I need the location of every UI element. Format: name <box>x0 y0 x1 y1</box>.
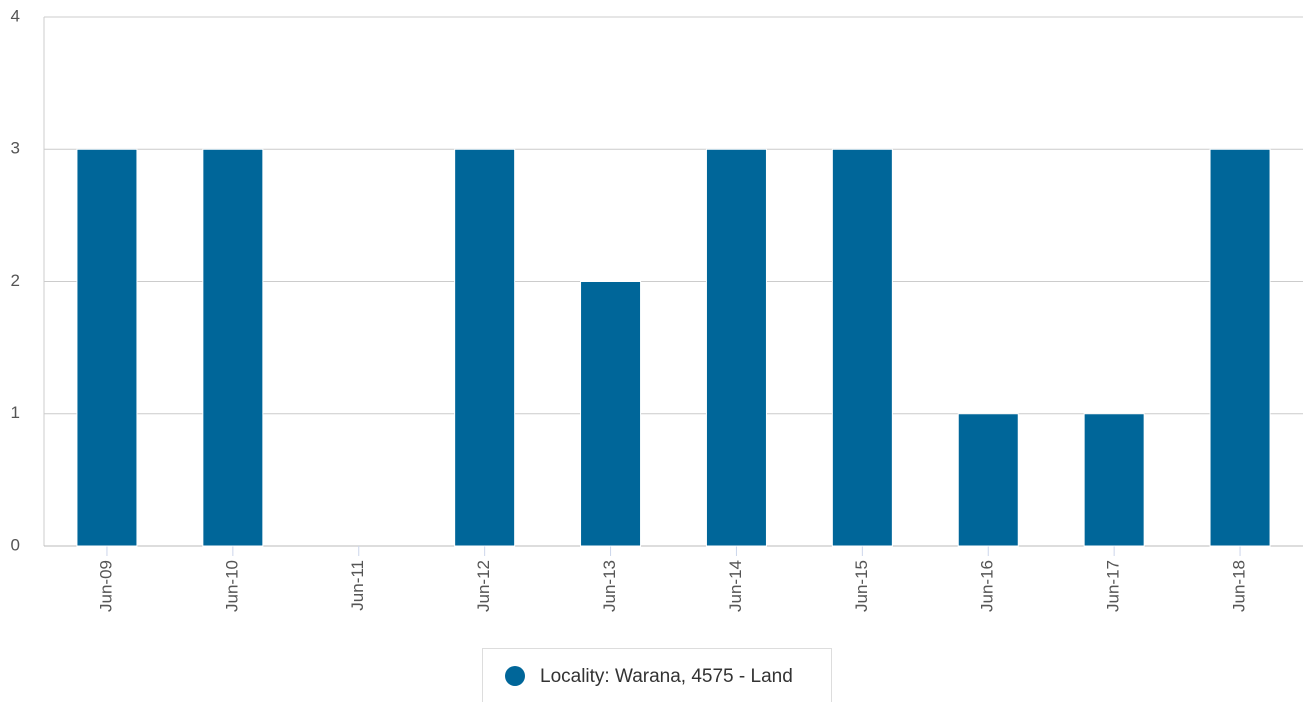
bar <box>1209 148 1271 547</box>
bar <box>1083 413 1145 547</box>
legend-label: Locality: Warana, 4575 - Land <box>540 666 793 687</box>
y-tick-label: 2 <box>11 271 20 290</box>
bar <box>831 148 893 547</box>
bar <box>454 148 516 547</box>
x-tick-label: Jun-13 <box>600 560 619 612</box>
y-tick-label: 3 <box>11 139 20 158</box>
legend-marker <box>505 666 525 686</box>
bar <box>580 281 642 547</box>
x-tick-label: Jun-18 <box>1230 560 1249 612</box>
bar <box>202 148 264 547</box>
x-tick-label: Jun-10 <box>222 560 241 612</box>
x-tick-label: Jun-17 <box>1104 560 1123 612</box>
x-tick-label: Jun-09 <box>96 560 115 612</box>
x-tick-label: Jun-14 <box>726 560 745 612</box>
y-tick-label: 0 <box>11 535 20 554</box>
x-tick-label: Jun-16 <box>978 560 997 612</box>
bar <box>76 148 138 547</box>
x-tick-label: Jun-15 <box>852 560 871 612</box>
y-tick-label: 4 <box>11 6 20 25</box>
legend: Locality: Warana, 4575 - Land <box>482 648 832 702</box>
legend-box <box>482 648 832 702</box>
y-tick-label: 1 <box>11 403 20 422</box>
x-tick-label: Jun-11 <box>348 560 367 611</box>
bar <box>705 148 767 547</box>
x-tick-label: Jun-12 <box>474 560 493 612</box>
bar <box>957 413 1019 547</box>
